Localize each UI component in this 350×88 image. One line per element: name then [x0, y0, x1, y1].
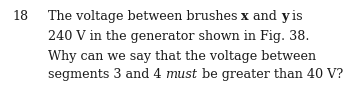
- Text: be greater than 40 V?: be greater than 40 V?: [197, 68, 343, 81]
- Text: is: is: [288, 10, 303, 23]
- Text: The voltage between brushes: The voltage between brushes: [48, 10, 242, 23]
- Text: 18: 18: [13, 10, 29, 23]
- Text: y: y: [281, 10, 288, 23]
- Text: Why can we say that the voltage between: Why can we say that the voltage between: [48, 50, 316, 63]
- Text: 240 V in the generator shown in Fig. 38.: 240 V in the generator shown in Fig. 38.: [48, 30, 309, 43]
- Text: must: must: [166, 68, 197, 81]
- Text: x: x: [241, 10, 249, 23]
- Text: segments 3 and 4: segments 3 and 4: [48, 68, 166, 81]
- Text: and: and: [249, 10, 281, 23]
